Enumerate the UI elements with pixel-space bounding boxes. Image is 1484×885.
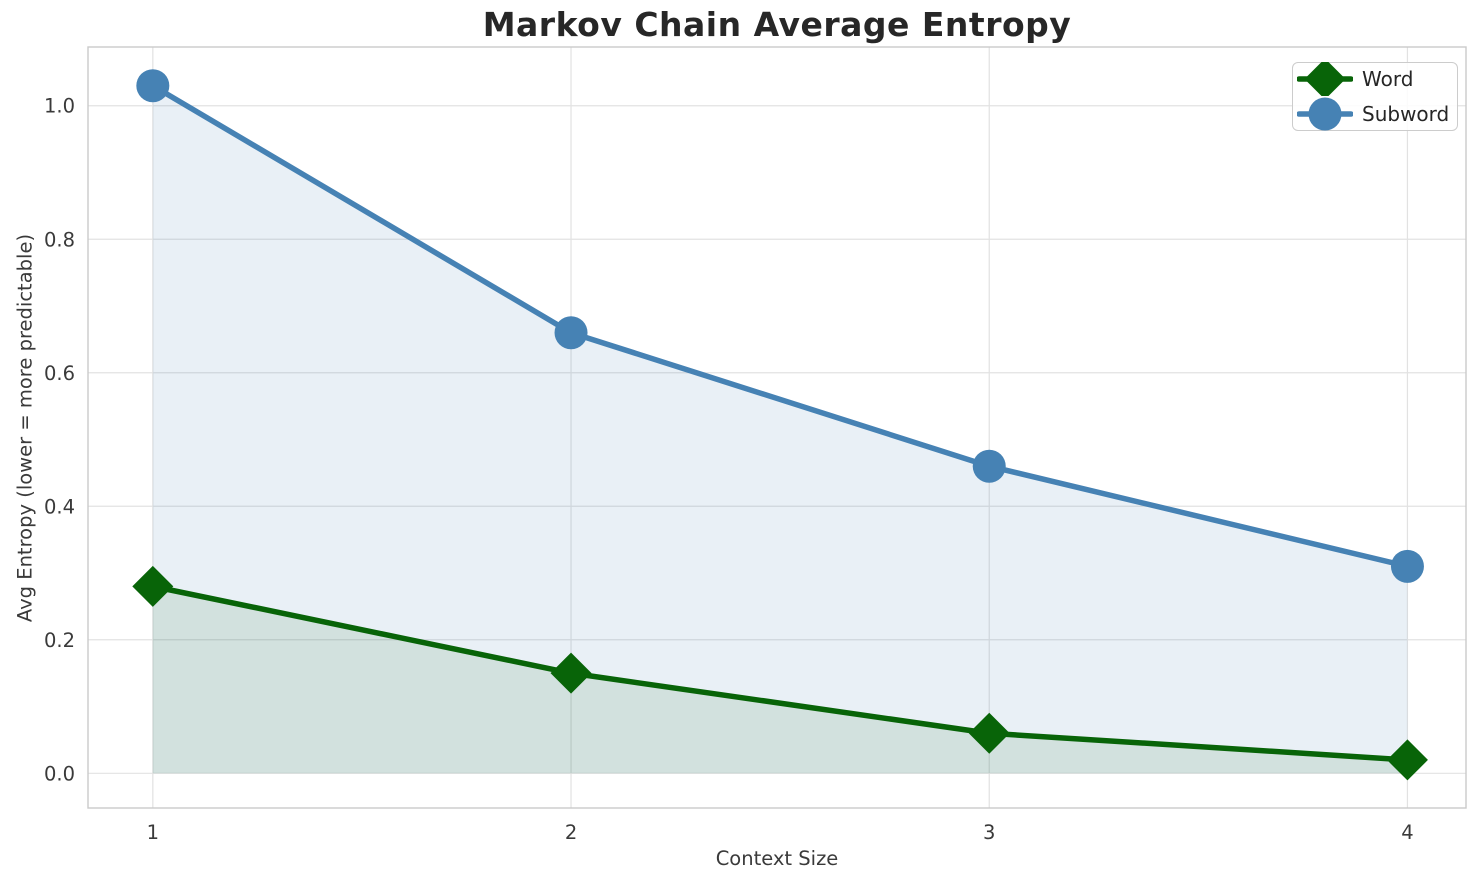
series-marker-word (1386, 739, 1428, 781)
series-line-word (150, 583, 1411, 763)
series-marker-subword (554, 316, 588, 350)
legend-item-subword: Subword (1297, 97, 1451, 131)
x-axis-label: Context Size (715, 847, 839, 870)
legend-label-subword: Subword (1362, 102, 1450, 126)
y-tick-label: 0.4 (44, 495, 75, 518)
series-marker-subword (972, 449, 1006, 483)
y-axis-label: Avg Entropy (lower = more predictable) (13, 233, 37, 623)
y-tick-label: 0.8 (44, 228, 75, 251)
series-marker-word (550, 652, 592, 694)
y-tick-label: 0.2 (44, 629, 75, 652)
plot-border (87, 46, 1467, 809)
circle-marker-icon (1297, 97, 1353, 131)
series-marker-word (968, 712, 1010, 754)
series-marker-word (132, 565, 174, 607)
series-fill-subword (152, 85, 1408, 774)
y-tick-label: 0.6 (44, 362, 75, 385)
legend-label-word: Word (1362, 67, 1414, 91)
series-marker-subword (1390, 549, 1424, 583)
x-tick-label: 3 (983, 821, 995, 844)
diamond-marker-icon (1297, 62, 1353, 96)
x-tick-label: 4 (1401, 821, 1413, 844)
series-fill-word (152, 586, 1408, 774)
legend-item-word: Word (1297, 62, 1451, 96)
legend: Word Subword (1292, 62, 1458, 131)
series-marker-subword (136, 69, 170, 103)
y-tick-label: 1.0 (44, 95, 75, 118)
series-line-subword (150, 82, 1411, 570)
y-tick-label: 0.0 (44, 762, 75, 785)
x-tick-label: 2 (565, 821, 577, 844)
legend-sample-marker-word (1304, 62, 1346, 96)
chart-title: Markov Chain Average Entropy (482, 5, 1072, 44)
x-tick-label: 1 (147, 821, 159, 844)
legend-sample-marker-subword (1308, 97, 1342, 131)
